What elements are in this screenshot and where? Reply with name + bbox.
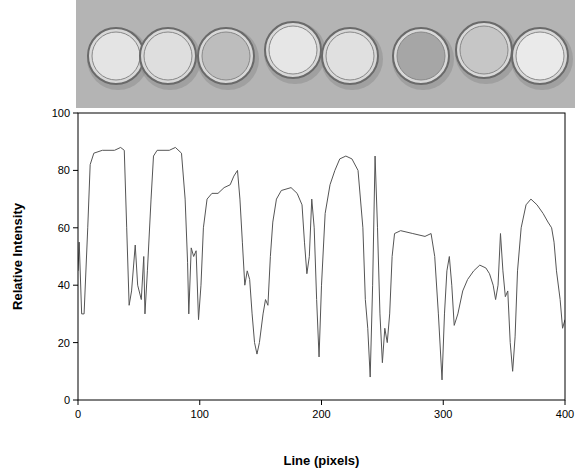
chart: 0 100 200 300 400 0 20 40 60 80 100 Line (pixels) Re… <box>0 0 579 475</box>
well <box>516 32 564 80</box>
y-tick-label: 40 <box>58 279 70 291</box>
y-tick <box>73 113 78 114</box>
y-tick-label: 0 <box>64 394 70 406</box>
x-tick-label: 300 <box>434 408 452 420</box>
series-group <box>78 147 565 379</box>
strip-ground <box>76 0 575 108</box>
x-tick-label: 200 <box>312 408 330 420</box>
y-tick <box>73 170 78 171</box>
x-tick <box>443 400 444 405</box>
plot-frame <box>78 113 565 400</box>
x-tick <box>321 400 322 405</box>
x-tick <box>565 400 566 405</box>
well-shadow <box>321 28 383 90</box>
well <box>92 32 140 80</box>
x-tick-label: 400 <box>556 408 574 420</box>
well-ring <box>198 28 254 84</box>
x-tick <box>199 400 200 405</box>
y-tick-label: 100 <box>52 107 70 119</box>
well-shadow <box>139 28 201 90</box>
y-tick-label: 60 <box>58 222 70 234</box>
y-tick <box>73 285 78 286</box>
well-ring <box>512 28 568 84</box>
y-tick <box>73 227 78 228</box>
well-shadow <box>511 28 573 90</box>
y-tick-label: 80 <box>58 164 70 176</box>
well-ring <box>88 28 144 84</box>
well <box>397 32 445 80</box>
well-shadow <box>455 22 517 84</box>
well <box>460 26 508 74</box>
y-axis-title: Relative Intensity <box>10 202 25 310</box>
well-ring <box>265 22 321 78</box>
y-tick <box>73 342 78 343</box>
y-tick <box>73 400 78 401</box>
well-ring <box>140 28 196 84</box>
well-ring <box>456 22 512 78</box>
well <box>202 32 250 80</box>
well-shadow <box>264 22 326 84</box>
intensity-line <box>78 147 565 379</box>
plot-area <box>78 113 565 400</box>
x-tick <box>78 400 79 405</box>
x-tick-label: 0 <box>75 408 81 420</box>
y-tick-label: 20 <box>58 337 70 349</box>
well <box>144 32 192 80</box>
x-tick-label: 100 <box>191 408 209 420</box>
x-axis-title: Line (pixels) <box>284 453 360 468</box>
photo-strip <box>76 0 575 108</box>
well <box>269 26 317 74</box>
well-shadow <box>197 28 259 90</box>
well <box>326 32 374 80</box>
well-shadow <box>392 28 454 90</box>
well-ring <box>322 28 378 84</box>
well-ring <box>393 28 449 84</box>
